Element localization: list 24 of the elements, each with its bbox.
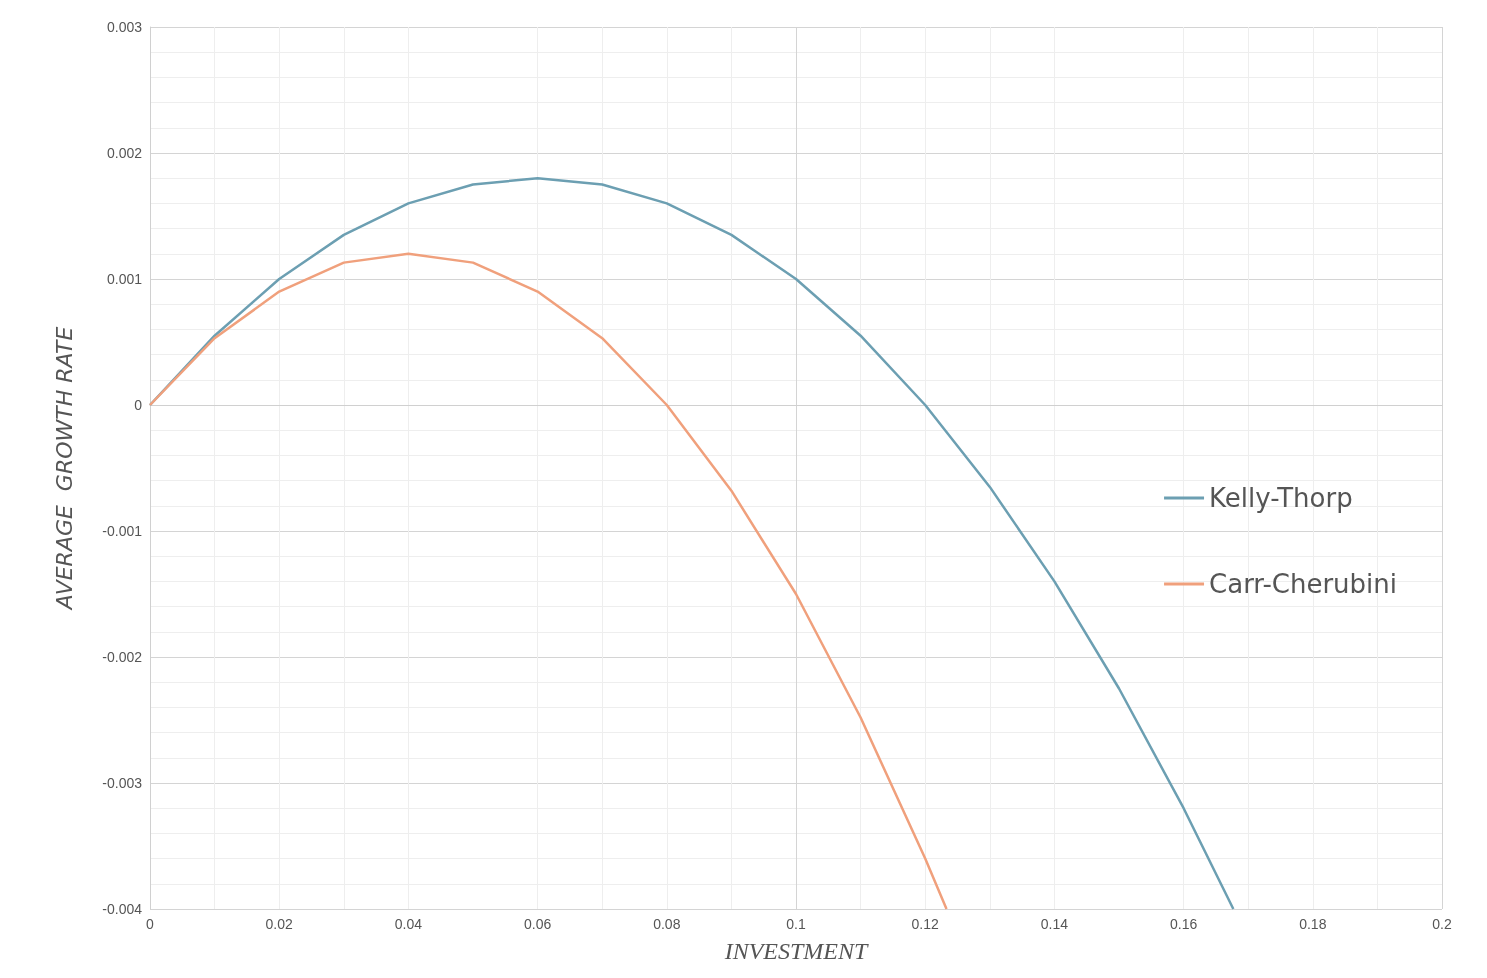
x-tick-label: 0.02 bbox=[265, 916, 294, 932]
x-tick-label: 0.18 bbox=[1299, 916, 1327, 932]
y-tick-label: -0.002 bbox=[102, 649, 143, 665]
legend-label: Carr-Cherubini bbox=[1209, 569, 1398, 599]
y-tick-label: -0.001 bbox=[102, 523, 143, 539]
x-tick-label: 0.06 bbox=[523, 916, 552, 932]
y-tick-label: 0.001 bbox=[106, 271, 143, 287]
x-tick-label: 0.16 bbox=[1169, 916, 1198, 932]
y-tick-label: 0 bbox=[134, 397, 143, 413]
x-tick-label: 0.14 bbox=[1040, 916, 1069, 932]
legend-label: Kelly-Thorp bbox=[1209, 483, 1353, 513]
y-tick-label: 0.003 bbox=[106, 19, 143, 35]
x-tick-label: 0.12 bbox=[911, 916, 940, 932]
y-tick-label: 0.002 bbox=[106, 145, 143, 161]
line-series bbox=[148, 252, 948, 911]
y-axis-title: AVERAGE GROWTH RATE bbox=[51, 326, 77, 612]
x-tick-label: 0.2 bbox=[1432, 916, 1452, 932]
x-tick-label: 0.1 bbox=[786, 916, 806, 932]
x-tick-label: 0.04 bbox=[394, 916, 423, 932]
x-tick-label: 0.08 bbox=[653, 916, 681, 932]
y-tick-label: -0.004 bbox=[102, 901, 143, 917]
y-tick-label: -0.003 bbox=[102, 775, 143, 791]
x-axis-title: INVESTMENT bbox=[723, 937, 869, 964]
x-tick-label: 0 bbox=[146, 916, 155, 932]
